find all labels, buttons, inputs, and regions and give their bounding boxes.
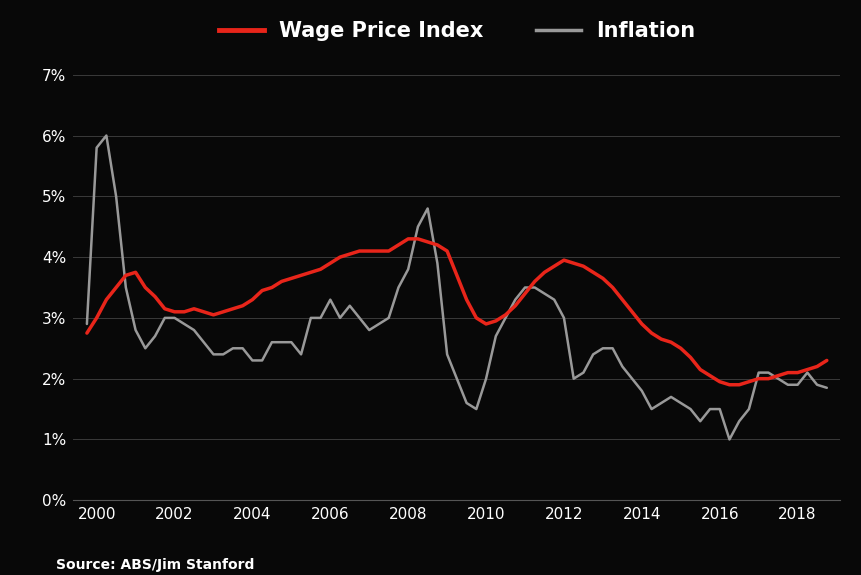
Legend: Wage Price Index, Inflation: Wage Price Index, Inflation xyxy=(219,21,694,41)
Text: Source: ABS/Jim Stanford: Source: ABS/Jim Stanford xyxy=(56,558,254,572)
